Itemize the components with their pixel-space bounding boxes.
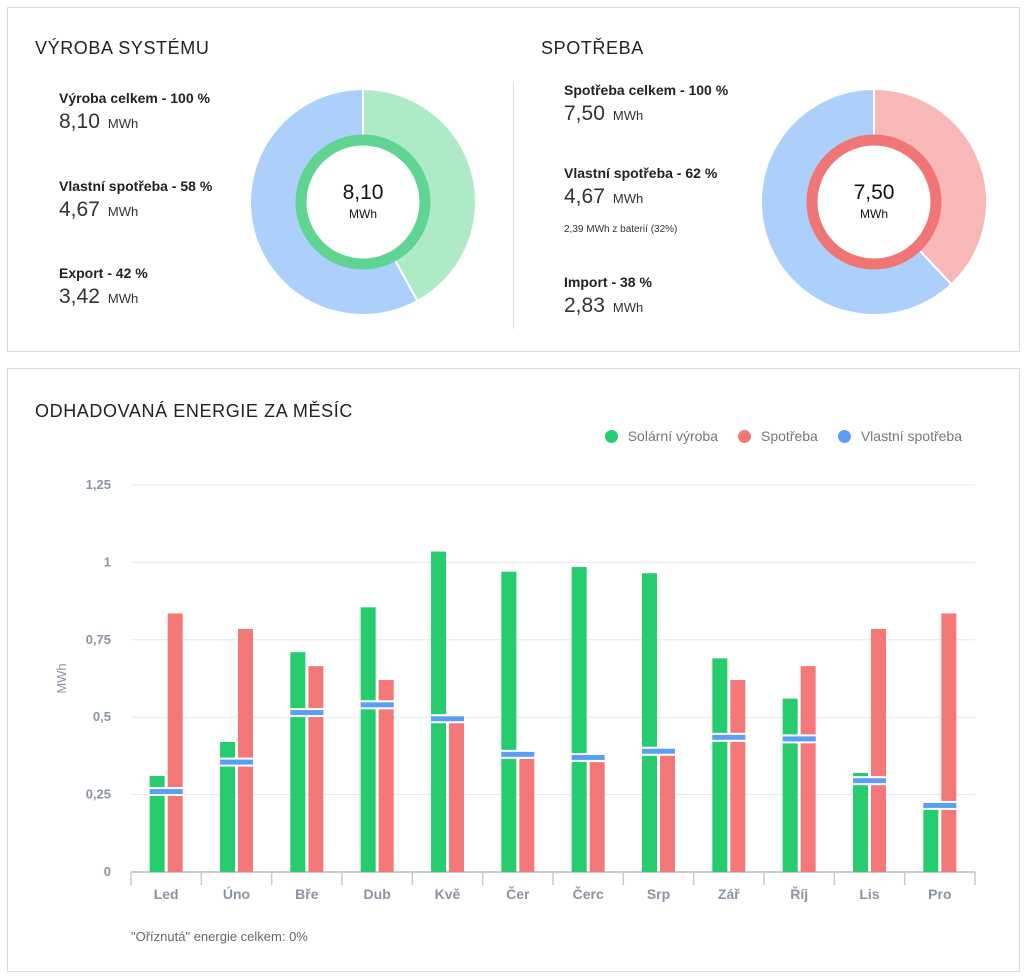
solar-dot-icon [604,429,618,443]
x-tick-label-Čerc: Čerc [573,885,604,902]
consumption-import-value: 2,83 MWh [564,294,644,317]
production-total-label: Výroba celkem - 100 % [59,90,210,106]
selfuse-marker-Zář[interactable] [712,734,746,740]
selfuse-marker-Čerc[interactable] [571,754,605,760]
selfuse-marker-Říj[interactable] [782,736,816,742]
bar-consumption-Pro[interactable] [941,613,957,872]
bar-consumption-Čerc[interactable] [589,762,605,872]
bar-consumption-Srp[interactable] [660,754,675,872]
selfuse-marker-Lis[interactable] [853,778,886,784]
curtailed-energy-note: "Oříznutá" energie celkem: 0% [131,929,308,944]
y-tick-label: 0,75 [86,632,111,647]
y-tick-label: 0,5 [93,709,111,724]
y-tick-label: 1 [104,554,111,569]
production-export-value: 3,42 MWh [59,285,139,308]
bar-consumption-Říj[interactable] [800,666,816,872]
consumption-donut-center: 7,50 MWh [824,181,924,221]
consumption-donut-chart [760,87,988,316]
consumption-donut-inner-gap [807,135,941,269]
production-export-label: Export - 42 % [59,265,148,281]
consumption-donut-inner-ring [806,134,942,270]
bar-solar-Bře[interactable] [290,652,306,872]
consumption-import-label: Import - 38 % [564,274,652,290]
selfuse-marker-Čer[interactable] [501,751,535,757]
battery-note: 2,39 MWh z baterií (32%) [564,224,678,235]
monthly-bar-chart: 0 0,25 0,5 0,75 1 1,25 MWh Led Úno Bře Dub Kvě Čer Če… [54,477,976,902]
consumption-donut-value: 7,50 [853,181,895,204]
bar-solar-Srp[interactable] [642,573,657,872]
legend-label-selfuse: Vlastní spotřeba [860,428,962,444]
selfuse-marker-Kvě[interactable] [431,716,464,722]
energy-summary-card: VÝROBA SYSTÉMU Výroba celkem - 100 % 8,1… [7,7,1020,352]
x-tick-label-Srp: Srp [647,886,670,902]
consumption-total-label: Spotřeba celkem - 100 % [564,82,729,98]
production-donut-unit: MWh [349,207,377,221]
consumption-title: SPOTŘEBA [541,38,644,58]
selfuse-marker-Úno[interactable] [220,759,253,765]
chart-legend: Solární výroba Spotřeba Vlastní spotřeba [604,428,962,444]
monthly-energy-card: ODHADOVANÁ ENERGIE ZA MĚSÍC Solární výro… [7,368,1020,972]
bar-solar-Pro[interactable] [923,808,939,872]
x-tick-label-Čer: Čer [506,885,530,902]
x-tick-label-Říj: Říj [790,885,808,902]
y-axis-label: MWh [54,663,69,693]
x-tick-label-Dub: Dub [364,886,391,902]
bar-solar-Úno[interactable] [220,741,235,872]
bar-solar-Lis[interactable] [853,772,868,872]
x-tick-label-Led: Led [154,886,179,902]
chart-title: ODHADOVANÁ ENERGIE ZA MĚSÍC [35,401,353,421]
selfuse-marker-Bře[interactable] [290,710,324,716]
consumption-total-value: 7,50 MWh [564,102,644,125]
x-tick-label-Úno: Úno [223,885,250,902]
bar-solar-Říj[interactable] [782,698,798,872]
x-tick-label-Zář: Zář [718,886,740,902]
bar-consumption-Led[interactable] [167,613,183,872]
bar-consumption-Kvě[interactable] [449,721,464,872]
production-title: VÝROBA SYSTÉMU [35,38,210,58]
consumption-donut-unit: MWh [860,207,888,221]
bar-consumption-Lis[interactable] [871,628,886,872]
consumption-selfuse-label: Vlastní spotřeba - 62 % [564,165,718,181]
x-tick-label-Pro: Pro [928,886,951,902]
production-donut-chart [249,87,477,316]
production-donut-center: 8,10 MWh [313,181,413,221]
x-tick-label-Kvě: Kvě [435,886,461,902]
bar-solar-Kvě[interactable] [431,551,446,872]
bar-solar-Čerc[interactable] [571,567,587,872]
production-selfuse-label: Vlastní spotřeba - 58 % [59,178,213,194]
bar-consumption-Bře[interactable] [308,666,324,872]
production-total-value: 8,10 MWh [59,110,139,133]
legend-label-consumption: Spotřeba [761,428,818,444]
consumption-dot-icon [738,429,751,443]
summary-divider [513,81,514,329]
selfuse-marker-Pro[interactable] [923,802,957,808]
production-selfuse-value: 4,67 MWh [59,198,139,221]
bar-solar-Zář[interactable] [712,658,728,872]
y-tick-label: 1,25 [86,477,111,492]
bar-consumption-Zář[interactable] [730,680,746,872]
bar-solar-Led[interactable] [149,776,165,872]
selfuse-marker-Led[interactable] [149,789,183,795]
production-donut-inner-gap [296,135,430,269]
legend-label-solar: Solární výroba [627,428,718,444]
bar-solar-Čer[interactable] [501,571,517,872]
bar-consumption-Úno[interactable] [238,628,253,872]
bar-solar-Dub[interactable] [360,607,376,872]
production-donut-inner-ring [295,134,431,270]
y-tick-label: 0,25 [86,787,111,802]
production-donut-value: 8,10 [342,181,384,204]
bar-consumption-Čer[interactable] [519,758,535,872]
x-tick-label-Lis: Lis [859,886,879,902]
x-tick-label-Bře: Bře [295,886,319,902]
selfuse-dot-icon [837,429,851,443]
selfuse-marker-Srp[interactable] [642,748,675,754]
legend-item-solar[interactable]: Solární výroba [604,428,718,444]
selfuse-marker-Dub[interactable] [360,702,394,708]
legend-item-consumption[interactable]: Spotřeba [738,428,818,444]
consumption-selfuse-value: 4,67 MWh [564,185,644,208]
legend-item-selfuse[interactable]: Vlastní spotřeba [837,428,962,444]
bar-consumption-Dub[interactable] [378,680,394,872]
y-tick-label: 0 [104,864,111,879]
